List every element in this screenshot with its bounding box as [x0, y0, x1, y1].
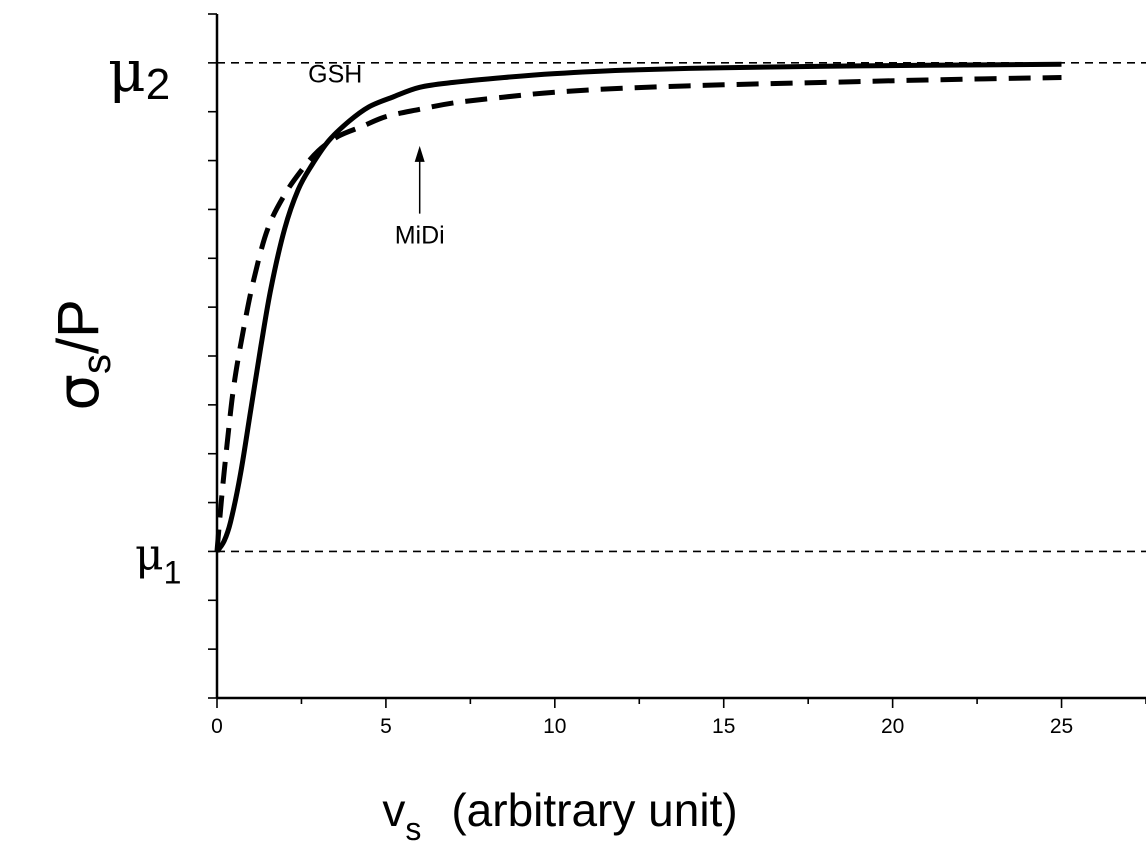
annotation-arrow-head — [414, 145, 425, 162]
x-axis-symbol: v — [382, 784, 405, 836]
reference-lines: μ2 μ1 — [108, 37, 1146, 590]
y-axis-title: σs/P — [44, 299, 119, 411]
series-line-gsh — [214, 61, 1062, 553]
x-ticks — [216, 698, 1146, 708]
reference-label: μ2 — [108, 37, 170, 109]
y-axis-subscript: s — [75, 354, 119, 374]
x-axis-title: vs (arbitrary unit) — [382, 784, 737, 847]
series-group — [214, 61, 1062, 553]
x-tick-labels: 0 5 10 15 20 25 — [211, 715, 1073, 738]
annotation-gsh: GSH — [308, 60, 362, 88]
x-axis-subscript: s — [405, 811, 421, 847]
x-tick-label: 0 — [211, 715, 223, 738]
x-tick-label: 10 — [543, 715, 566, 738]
y-axis-rest: /P — [46, 299, 111, 354]
annotations: GSH MiDi — [308, 60, 445, 249]
y-ticks — [208, 13, 217, 699]
y-axis-symbol: σ — [44, 374, 112, 411]
x-tick-label: 20 — [881, 715, 904, 738]
reference-label: μ1 — [135, 529, 181, 590]
x-tick-label: 25 — [1050, 715, 1073, 738]
x-tick-label: 15 — [712, 715, 735, 738]
annotation-midi: MiDi — [395, 222, 445, 250]
series-line-midi — [214, 75, 1062, 552]
x-axis-unit: (arbitrary unit) — [451, 784, 737, 836]
x-tick-label: 5 — [380, 715, 392, 738]
